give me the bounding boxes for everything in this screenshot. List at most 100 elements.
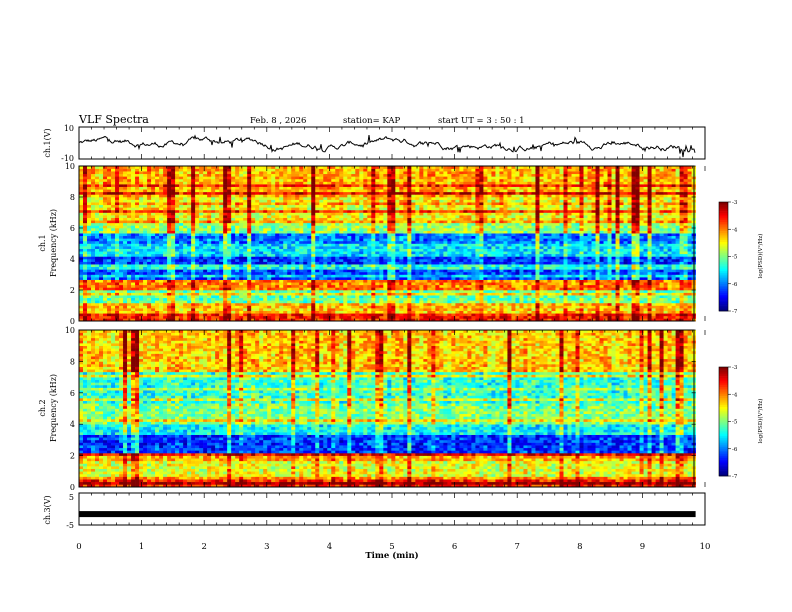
spectrogram-cell — [83, 293, 87, 296]
spectrogram-cell — [283, 311, 287, 314]
spectrogram-cell — [299, 287, 303, 290]
spectrogram-cell — [315, 300, 319, 303]
spectrogram-cell — [592, 290, 596, 293]
spectrogram-cell — [283, 293, 287, 296]
spectrogram-cell — [439, 293, 443, 296]
spectrogram-cell — [131, 308, 135, 311]
spectrogram-cell — [247, 290, 251, 293]
spectrogram-cell — [636, 293, 640, 296]
spectrogram-cell — [664, 308, 668, 311]
spectrogram-cell — [275, 313, 279, 316]
spectrogram-cell — [547, 290, 551, 293]
spectrogram-cell — [363, 295, 367, 298]
spectrogram-cell — [111, 293, 115, 296]
spectrogram-cell — [383, 306, 387, 309]
spectrogram-cell — [159, 280, 163, 283]
spectrogram-cell — [407, 293, 411, 296]
spectrogram-cell — [604, 298, 608, 301]
spectrogram-cell — [499, 313, 503, 316]
spectrogram-cell — [235, 303, 239, 306]
spectrogram-cell — [299, 311, 303, 314]
spectrogram-cell — [267, 313, 271, 316]
spectrogram-cell — [519, 316, 523, 319]
spectrogram-cell — [487, 298, 491, 301]
spectrogram-cell — [87, 287, 91, 290]
start-ut-label: start UT = 3 : 50 : 1 — [438, 116, 525, 126]
spectrogram-cell — [612, 298, 616, 301]
spectrogram-cell — [171, 280, 175, 283]
spectrogram-cell — [255, 298, 259, 301]
spectrogram-cell — [415, 293, 419, 296]
spectrogram-cell — [596, 287, 600, 290]
spectrogram-cell — [668, 295, 672, 298]
spectrogram-cell — [219, 295, 223, 298]
spectrogram-cell — [235, 290, 239, 293]
spectrogram-cell — [503, 306, 507, 309]
spectrogram-cell — [115, 293, 119, 296]
spectrogram-cell — [107, 295, 111, 298]
spectrogram-cell — [652, 298, 656, 301]
spectrogram-cell — [311, 280, 315, 283]
spectrogram-cell — [435, 295, 439, 298]
spectrogram-cell — [588, 311, 592, 314]
spectrogram-cell — [231, 311, 235, 314]
spectrogram-cell — [443, 308, 447, 311]
spectrogram-cell — [431, 287, 435, 290]
spectrogram-cell — [624, 306, 628, 309]
spectrogram-cell — [459, 308, 463, 311]
spectrogram-cell — [267, 298, 271, 301]
spectrogram-cell — [379, 303, 383, 306]
spectrogram-cell — [123, 316, 127, 319]
spectrogram-cell — [367, 313, 371, 316]
spectrogram-cell — [567, 295, 571, 298]
spectrogram-cell — [307, 290, 311, 293]
spectrogram-cell — [499, 285, 503, 288]
spectrogram-cell — [307, 306, 311, 309]
spectrogram-cell — [443, 303, 447, 306]
spectrogram-cell — [171, 287, 175, 290]
spectrogram-cell — [167, 287, 171, 290]
spectrogram-cell — [355, 311, 359, 314]
spectrogram-cell — [612, 300, 616, 303]
spectrogram-cell — [475, 285, 479, 288]
spectrogram-cell — [668, 306, 672, 309]
spectrogram-cell — [604, 300, 608, 303]
spectrogram-cell — [363, 308, 367, 311]
spectrogram-cell — [323, 287, 327, 290]
spectrogram-cell — [395, 300, 399, 303]
spectrogram-cell — [191, 293, 195, 296]
spectrogram-cell — [527, 282, 531, 285]
spectrogram-cell — [223, 295, 227, 298]
spectrogram-cell — [175, 287, 179, 290]
spectrogram-cell — [311, 290, 315, 293]
spectrogram-cell — [131, 313, 135, 316]
spectrogram-cell — [656, 282, 660, 285]
spectrogram-cell — [183, 313, 187, 316]
spectrogram-cell — [359, 308, 363, 311]
spectrogram-cell — [115, 280, 119, 283]
spectrogram-cell — [255, 308, 259, 311]
spectrogram-cell — [479, 308, 483, 311]
spectrogram-cell — [355, 313, 359, 316]
spectrogram-cell — [207, 308, 211, 311]
spectrogram-cell — [503, 313, 507, 316]
spectrogram-cell — [507, 311, 511, 314]
spectrogram-cell — [523, 295, 527, 298]
spectrogram-cell — [411, 300, 415, 303]
spectrogram-cell — [624, 295, 628, 298]
spectrogram-cell — [143, 293, 147, 296]
spectrogram-cell — [195, 300, 199, 303]
spectrogram-cell — [475, 308, 479, 311]
spectrogram-cell — [87, 293, 91, 296]
spectrogram-cell — [319, 298, 323, 301]
spectrogram-cell — [559, 316, 563, 319]
spectrogram-cell — [235, 308, 239, 311]
spectrogram-cell — [119, 306, 123, 309]
spectrogram-cell — [483, 313, 487, 316]
spectrogram-cell — [299, 282, 303, 285]
spectrogram-cell — [543, 298, 547, 301]
spectrogram-cell — [151, 303, 155, 306]
spectrogram-cell — [612, 285, 616, 288]
spectrogram-cell — [471, 316, 475, 319]
spectrogram-cell — [608, 293, 612, 296]
